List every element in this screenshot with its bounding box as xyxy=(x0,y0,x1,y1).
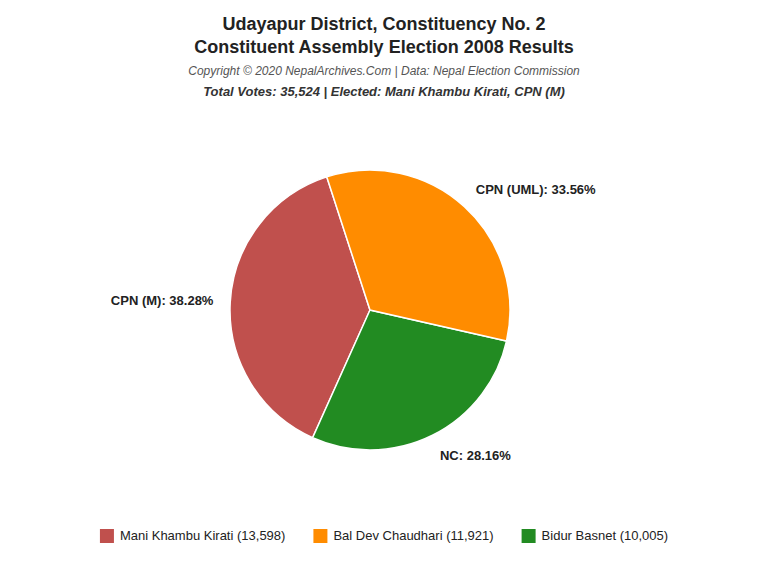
legend-item: Mani Khambu Kirati (13,598) xyxy=(100,528,285,543)
legend-label: Bidur Basnet (10,005) xyxy=(542,528,668,543)
data-label: NC: 28.16% xyxy=(440,448,511,463)
title: Udayapur District, Constituency No. 2Con… xyxy=(194,14,573,57)
data-label: CPN (UML): 33.56% xyxy=(476,182,596,197)
legend-label: Mani Khambu Kirati (13,598) xyxy=(120,528,285,543)
legend-swatch xyxy=(100,529,114,543)
legend-swatch xyxy=(522,529,536,543)
legend: Mani Khambu Kirati (13,598) Bal Dev Chaud… xyxy=(100,528,668,543)
legend-label: Bal Dev Chaudhari (11,921) xyxy=(333,528,493,543)
subtitle: Total Votes: 35,524 | Elected: Mani Kham… xyxy=(203,84,565,99)
pie xyxy=(230,170,510,450)
annotation: Copyright © 2020 NepalArchives.Com | Dat… xyxy=(188,64,580,78)
legend-swatch xyxy=(313,529,327,543)
legend-item: Bidur Basnet (10,005) xyxy=(522,528,668,543)
data-labels: CPN (M): 38.28% NC: 28.16% CPN (UML): 33.5… xyxy=(111,182,596,463)
chart: Udayapur District, Constituency No. 2Con… xyxy=(0,0,768,576)
data-label: CPN (M): 38.28% xyxy=(111,293,214,308)
legend-item: Bal Dev Chaudhari (11,921) xyxy=(313,528,493,543)
